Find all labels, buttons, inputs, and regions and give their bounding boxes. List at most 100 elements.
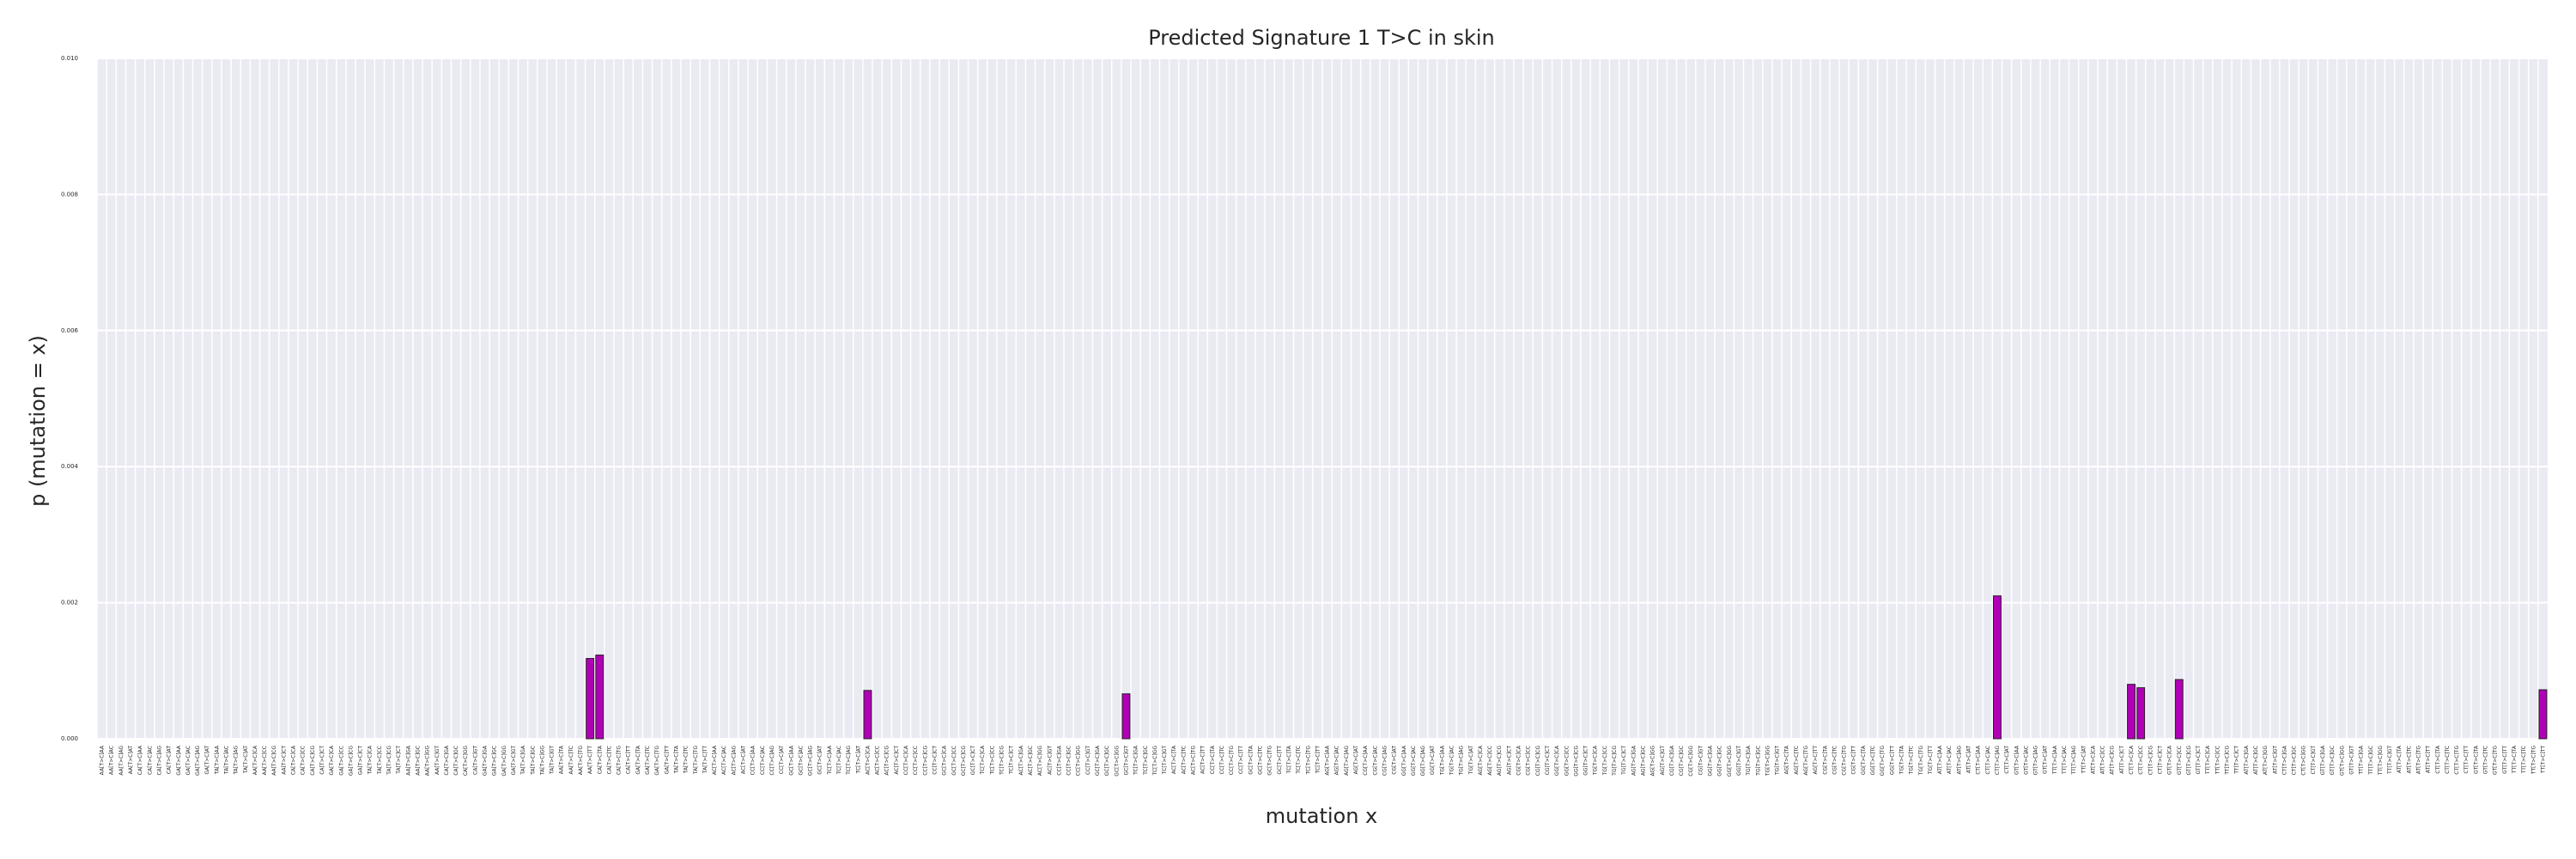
x-tick-label: CC[T>C]AA bbox=[750, 745, 756, 775]
x-tick-label: AA[T>C]AC bbox=[109, 746, 115, 775]
x-tick-label: TG[T>C]TC bbox=[1909, 746, 1915, 775]
x-tick-label: CA[T>C]TG bbox=[617, 746, 623, 776]
x-tick-label: TA[T>C]TT bbox=[702, 746, 708, 774]
x-tick-label: CA[T>C]CG bbox=[310, 746, 316, 776]
x-tick-label: CC[T>C]AT bbox=[779, 746, 785, 775]
x-tick-label: GC[T>C]TT bbox=[1277, 746, 1283, 775]
x-tick-label: AG[T>C]GG bbox=[1650, 746, 1656, 777]
x-tick-label: CA[T>C]GT bbox=[472, 746, 478, 775]
x-tick-label: GG[T>C]TC bbox=[1870, 746, 1876, 775]
x-tick-label: AC[T>C]GT bbox=[1047, 746, 1053, 775]
x-tick-label: AT[T>C]CC bbox=[2100, 746, 2106, 774]
x-tick-label: GA[T>C]AG bbox=[195, 746, 201, 776]
x-tick-label: CA[T>C]TT bbox=[626, 746, 632, 774]
x-tick-label: GA[T>C]CC bbox=[338, 746, 344, 776]
x-tick-label: AT[T>C]AG bbox=[1956, 746, 1962, 775]
y-axis-label: p (mutation = x) bbox=[26, 335, 50, 507]
x-tick-label: AG[T>C]AA bbox=[1325, 745, 1331, 775]
x-tick-label: GA[T>C]CG bbox=[348, 746, 354, 777]
x-tick-label: AT[T>C]AT bbox=[1966, 746, 1972, 774]
x-tick-label: AT[T>C]CA bbox=[2090, 745, 2096, 774]
x-tick-label: GG[T>C]CG bbox=[1573, 746, 1579, 777]
x-tick-label: CT[T>C]CG bbox=[2148, 746, 2154, 776]
x-tick-label: AG[T>C]TC bbox=[1794, 746, 1800, 775]
x-tick-label: GT[T>C]GT bbox=[2348, 746, 2354, 775]
x-tick-label: GT[T>C]AG bbox=[2033, 746, 2039, 776]
x-tick-label: TT[T>C]CA bbox=[2205, 745, 2211, 775]
x-tick-label: CC[T>C]TA bbox=[1210, 745, 1216, 774]
x-tick-label: CC[T>C]CA bbox=[903, 745, 909, 775]
x-tick-label: AC[T>C]TG bbox=[1190, 746, 1196, 775]
chart-title: Predicted Signature 1 T>C in skin bbox=[1148, 26, 1495, 50]
x-tick-label: CT[T>C]CC bbox=[2138, 746, 2144, 775]
x-tick-label: GG[T>C]GA bbox=[1708, 745, 1714, 777]
x-tick-label: GG[T>C]AA bbox=[1401, 745, 1407, 776]
x-tick-label: AA[T>C]CC bbox=[262, 746, 268, 775]
x-tick-label: AG[T>C]CC bbox=[1487, 746, 1493, 776]
x-tick-label: GT[T>C]GG bbox=[2339, 746, 2345, 776]
x-tick-label: GC[T>C]TA bbox=[1248, 745, 1254, 775]
x-tick-label: TG[T>C]GT bbox=[1775, 746, 1781, 776]
x-tick-label: AG[T>C]CT bbox=[1506, 746, 1512, 775]
x-tick-label: GT[T>C]CC bbox=[2177, 746, 2183, 775]
x-tick-label: AT[T>C]TG bbox=[2415, 746, 2421, 775]
x-tick-label: GG[T>C]CA bbox=[1554, 745, 1560, 776]
x-tick-label: CG[T>C]TT bbox=[1851, 746, 1857, 775]
x-tick-label: AC[T>C]GC bbox=[1028, 746, 1034, 776]
x-tick-label: AA[T>C]AT bbox=[128, 746, 134, 775]
x-tick-label: CC[T>C]CC bbox=[913, 746, 919, 775]
bar bbox=[863, 690, 872, 740]
x-tick-label: AT[T>C]GC bbox=[2253, 746, 2259, 775]
y-tick-label: 0.000 bbox=[61, 735, 78, 742]
x-tick-label: GT[T>C]GA bbox=[2320, 745, 2326, 775]
x-tick-label: TG[T>C]TG bbox=[1918, 746, 1924, 777]
x-tick-label: CC[T>C]GG bbox=[1076, 746, 1082, 777]
x-tick-label: TA[T>C]AA bbox=[214, 745, 220, 775]
x-tick-label: CT[T>C]AA bbox=[1976, 745, 1982, 775]
x-tick-label: TA[T>C]CC bbox=[377, 746, 383, 775]
x-tick-label: TC[T>C]GA bbox=[1133, 745, 1139, 776]
x-tick-label: TC[T>C]GT bbox=[1162, 746, 1168, 776]
x-tick-label: TC[T>C]CC bbox=[989, 746, 995, 775]
x-tick-label: TT[T>C]AA bbox=[2052, 745, 2058, 775]
y-tick-label: 0.004 bbox=[61, 463, 79, 470]
x-tick-label: AC[T>C]TC bbox=[1181, 746, 1187, 774]
x-tick-label: AG[T>C]CA bbox=[1478, 745, 1484, 775]
x-tick-label: GC[T>C]TG bbox=[1267, 746, 1273, 776]
x-tick-label: AC[T>C]CG bbox=[884, 746, 890, 776]
x-tick-label: TG[T>C]CA bbox=[1593, 745, 1599, 776]
x-tick-label: TG[T>C]TT bbox=[1928, 746, 1934, 775]
x-tick-label: AT[T>C]CG bbox=[2110, 746, 2116, 775]
x-tick-label: GG[T>C]GT bbox=[1736, 746, 1742, 776]
x-tick-label: TA[T>C]GT bbox=[550, 746, 556, 775]
x-tick-label: GC[T>C]AA bbox=[788, 745, 794, 776]
x-tick-label: GA[T>C]CA bbox=[329, 745, 335, 776]
x-tick-label: AG[T>C]AT bbox=[1353, 746, 1359, 775]
x-tick-label: GT[T>C]AA bbox=[2014, 745, 2020, 775]
x-tick-label: CT[T>C]CT bbox=[2157, 746, 2163, 775]
bar bbox=[1121, 693, 1131, 740]
x-tick-label: GT[T>C]CT bbox=[2196, 746, 2202, 775]
x-tick-label: TG[T>C]CG bbox=[1612, 746, 1618, 777]
x-tick-label: CG[T>C]AG bbox=[1382, 746, 1388, 776]
x-tick-label: TT[T>C]GA bbox=[2359, 745, 2365, 775]
x-tick-label: GT[T>C]AT bbox=[2043, 746, 2049, 774]
x-tick-label: TG[T>C]AC bbox=[1449, 746, 1455, 776]
bar bbox=[586, 658, 595, 740]
x-tick-label: GA[T>C]AC bbox=[185, 746, 191, 776]
x-tick-label: TT[T>C]CC bbox=[2215, 746, 2221, 775]
x-tick-label: AC[T>C]AA bbox=[712, 745, 718, 775]
x-tick-label: CG[T>C]CA bbox=[1516, 745, 1522, 776]
x-tick-label: TT[T>C]CT bbox=[2234, 746, 2240, 775]
x-tick-label: GA[T>C]TT bbox=[664, 746, 670, 775]
x-tick-label: TT[T>C]CG bbox=[2225, 746, 2231, 776]
x-tick-label: CA[T>C]AC bbox=[147, 746, 153, 775]
x-tick-label: TA[T>C]AG bbox=[234, 746, 240, 776]
x-tick-label: AT[T>C]GG bbox=[2263, 746, 2269, 776]
x-tick-label: TC[T>C]GG bbox=[1152, 746, 1158, 777]
x-tick-label: TC[T>C]CT bbox=[1009, 746, 1015, 775]
x-tick-label: GC[T>C]AG bbox=[808, 746, 814, 776]
x-tick-label: GC[T>C]GT bbox=[1123, 746, 1129, 776]
x-tick-label: CT[T>C]GG bbox=[2301, 746, 2307, 776]
x-tick-label: GA[T>C]GG bbox=[501, 746, 507, 777]
